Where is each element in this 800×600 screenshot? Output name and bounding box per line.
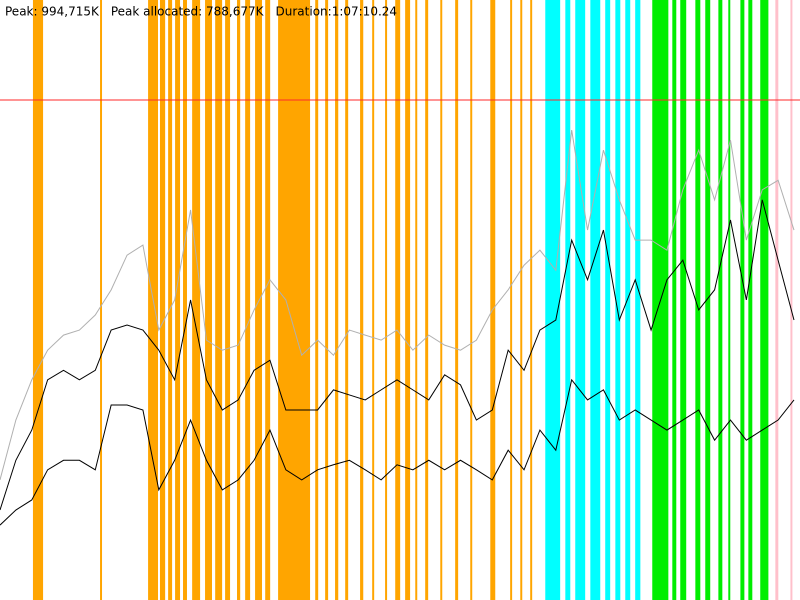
- event-band: [237, 0, 241, 600]
- memory-line: [0, 378, 795, 526]
- event-band: [748, 0, 753, 600]
- event-band: [245, 0, 251, 600]
- event-band: [705, 0, 711, 600]
- header-text: Duration:1:07:10.24: [276, 5, 398, 19]
- event-band: [415, 0, 418, 600]
- event-band: [718, 0, 723, 600]
- event-band: [168, 0, 173, 600]
- event-band: [565, 0, 571, 600]
- event-band: [672, 0, 677, 600]
- event-band: [790, 0, 793, 600]
- event-band: [385, 0, 388, 600]
- event-band: [215, 0, 223, 600]
- event-band: [345, 0, 349, 600]
- event-band: [255, 0, 263, 600]
- event-band: [455, 0, 459, 600]
- event-band: [510, 0, 513, 600]
- event-band: [315, 0, 319, 600]
- event-band: [760, 0, 769, 600]
- event-band: [100, 0, 103, 600]
- event-band: [575, 0, 586, 600]
- event-band: [740, 0, 745, 600]
- event-band: [545, 0, 561, 600]
- event-band: [728, 0, 731, 600]
- event-band: [175, 0, 181, 600]
- event-band: [32, 0, 44, 600]
- header-text: Peak allocated: 788,677K: [111, 5, 265, 19]
- event-band: [605, 0, 611, 600]
- event-band: [183, 0, 187, 600]
- event-band: [192, 0, 201, 600]
- event-band: [205, 0, 212, 600]
- memory-lines: [0, 99, 800, 526]
- event-band: [225, 0, 231, 600]
- event-band: [635, 0, 641, 600]
- memory-line: [0, 129, 795, 480]
- event-bands: [32, 0, 793, 600]
- event-band: [490, 0, 496, 600]
- event-band: [425, 0, 429, 600]
- event-band: [615, 0, 621, 600]
- event-band: [695, 0, 701, 600]
- header: Peak: 994,715K Peak allocated: 788,677K Du…: [5, 5, 397, 19]
- event-band: [372, 0, 375, 600]
- event-band: [530, 0, 533, 600]
- event-band: [360, 0, 364, 600]
- header-text: Peak: 994,715K: [5, 5, 100, 19]
- event-band: [405, 0, 411, 600]
- event-band: [590, 0, 601, 600]
- event-band: [159, 0, 166, 600]
- event-band: [265, 0, 271, 600]
- memory-line: [0, 199, 795, 511]
- event-band: [440, 0, 443, 600]
- event-band: [680, 0, 687, 600]
- event-band: [395, 0, 401, 600]
- event-band: [775, 0, 779, 600]
- event-band: [335, 0, 339, 600]
- event-band: [520, 0, 523, 600]
- event-band: [325, 0, 329, 600]
- event-band: [278, 0, 311, 600]
- event-band: [470, 0, 473, 600]
